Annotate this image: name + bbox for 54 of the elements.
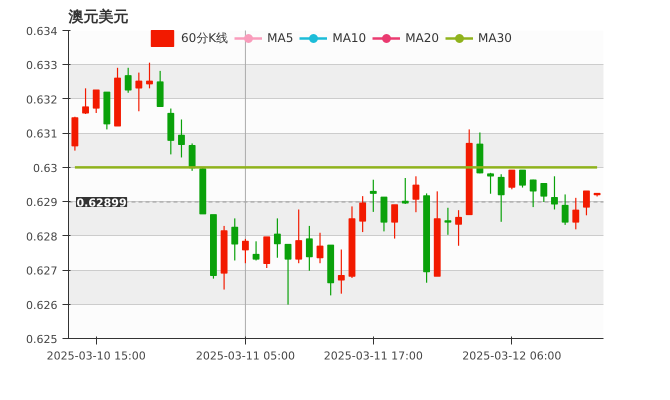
candlestick: [444, 207, 452, 236]
candlestick: [487, 172, 494, 194]
candlestick: [562, 194, 569, 226]
candlestick: [316, 232, 324, 264]
candlestick: [338, 248, 345, 294]
candlestick: [146, 62, 153, 89]
y-tick-label: 0.627: [26, 264, 58, 278]
legend-label: MA5: [267, 31, 294, 45]
legend-label: 60分K线: [181, 30, 228, 46]
y-tick-label: 0.63: [33, 162, 58, 175]
x-tick-label: 2025-03-11 05:00: [196, 350, 295, 362]
candlestick: [295, 208, 302, 264]
candlestick: [455, 210, 462, 246]
candlestick: [252, 240, 260, 262]
candlestick: [402, 177, 409, 205]
y-tick-label: 0.632: [26, 93, 58, 106]
candlestick: [188, 142, 196, 172]
candlestick: [178, 118, 185, 158]
candlestick: [498, 174, 505, 222]
candlestick: [572, 197, 580, 230]
candlestick: [231, 218, 238, 262]
candlestick: [124, 67, 132, 94]
y-tick-label: 0.633: [26, 59, 58, 72]
candlestick: [359, 196, 366, 233]
candlestick: [519, 170, 526, 188]
candlestick: [508, 170, 516, 190]
ref-line-label: 0.62899: [76, 196, 127, 210]
candlestick: [530, 178, 537, 208]
legend-label: MA30: [478, 31, 512, 45]
chart-title: 澳元美元: [68, 8, 128, 26]
x-tick-label: 2025-03-11 17:00: [324, 350, 423, 362]
candlestick: [540, 182, 548, 203]
candlestick: [583, 190, 590, 216]
candlestick: [306, 225, 313, 272]
candlestick: [242, 238, 249, 264]
y-tick-label: 0.625: [26, 333, 58, 346]
candlestick: [274, 218, 281, 258]
legend-label: MA10: [332, 31, 366, 45]
candlestick: [370, 179, 377, 212]
y-tick-label: 0.626: [26, 298, 58, 312]
candlestick: [551, 176, 558, 210]
y-tick-label: 0.629: [26, 196, 58, 210]
candlestick: [391, 204, 398, 240]
candlestick: [92, 89, 100, 114]
candlestick: [82, 88, 89, 115]
y-tick-label: 0.628: [26, 230, 58, 244]
x-tick-label: 2025-03-10 15:00: [46, 350, 146, 362]
candlestick: [284, 244, 292, 306]
x-tick-label: 2025-03-12 06:00: [462, 350, 562, 362]
candlestick: [135, 72, 142, 112]
legend-label: MA20: [405, 31, 440, 45]
y-tick-label: 0.634: [26, 25, 58, 38]
candlestick: [412, 176, 420, 213]
y-tick-label: 0.631: [26, 128, 58, 141]
